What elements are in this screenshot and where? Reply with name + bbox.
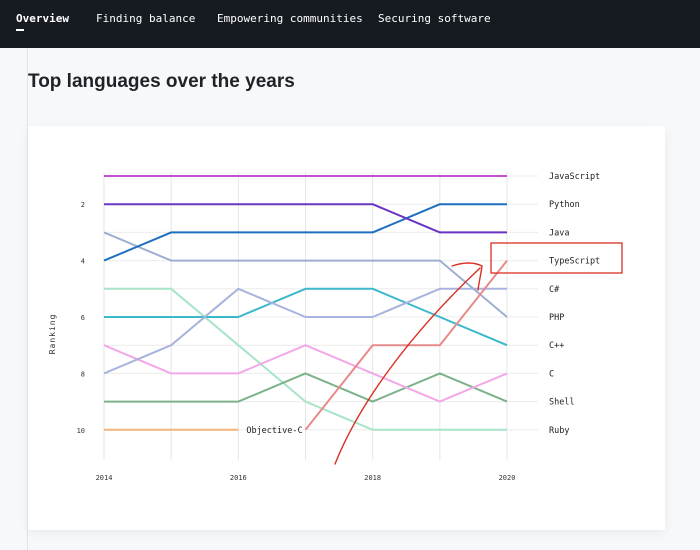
y-tick-label: 2 [81, 201, 85, 209]
content-divider [27, 48, 28, 550]
nav-finding-balance[interactable]: Finding balance [96, 12, 196, 25]
x-tick-label: 2016 [230, 474, 247, 482]
series-line-java [103, 203, 507, 262]
top-nav: Overview Finding balance Empowering comm… [0, 0, 700, 48]
inline-label: Objective-C [246, 426, 302, 436]
y-tick-label: 6 [81, 314, 85, 322]
x-tick-label: 2020 [499, 474, 516, 482]
legend-label: Shell [549, 398, 575, 408]
legend-label: C# [549, 285, 560, 295]
x-tick-label: 2014 [96, 474, 113, 482]
legend-label: Ruby [549, 426, 569, 436]
series-line-typescript [304, 259, 508, 431]
legend-label: Java [549, 228, 569, 238]
series-line-ruby [104, 287, 507, 431]
highlight-box [490, 242, 623, 274]
nav-empowering-communities[interactable]: Empowering communities [217, 12, 363, 25]
y-tick-label: 4 [81, 258, 85, 266]
y-tick-label: 8 [81, 370, 85, 378]
y-tick-label: 10 [77, 427, 85, 435]
x-tick-label: 2018 [364, 474, 381, 482]
legend-label: Python [549, 200, 580, 210]
legend-label: PHP [549, 313, 564, 323]
annotation-arrow [334, 267, 481, 465]
nav-overview[interactable]: Overview [16, 12, 69, 25]
series-line-python [104, 203, 507, 234]
nav-active-indicator [16, 29, 24, 31]
legend-label: C [549, 369, 554, 379]
series-line-shell [104, 372, 508, 403]
ranking-chart: Ranking 2 4 6 8 10 2014 2016 2018 2020 JavaScript P… [48, 172, 623, 482]
legend-label: C++ [549, 341, 564, 351]
series-line-cpp [104, 287, 508, 347]
series-line-php [103, 287, 507, 375]
page-title: Top languages over the years [28, 70, 295, 92]
legend-label: TypeScript [549, 257, 600, 267]
chart-card: Ranking 2 4 6 8 10 2014 2016 2018 2020 JavaScript P… [28, 126, 665, 530]
legend-label: JavaScript [549, 172, 600, 182]
series-line-c [103, 344, 508, 403]
y-axis-label: Ranking [48, 314, 57, 355]
annotation-arrowhead [451, 262, 483, 291]
series-line-csharp [103, 231, 508, 318]
nav-securing-software[interactable]: Securing software [378, 12, 491, 25]
